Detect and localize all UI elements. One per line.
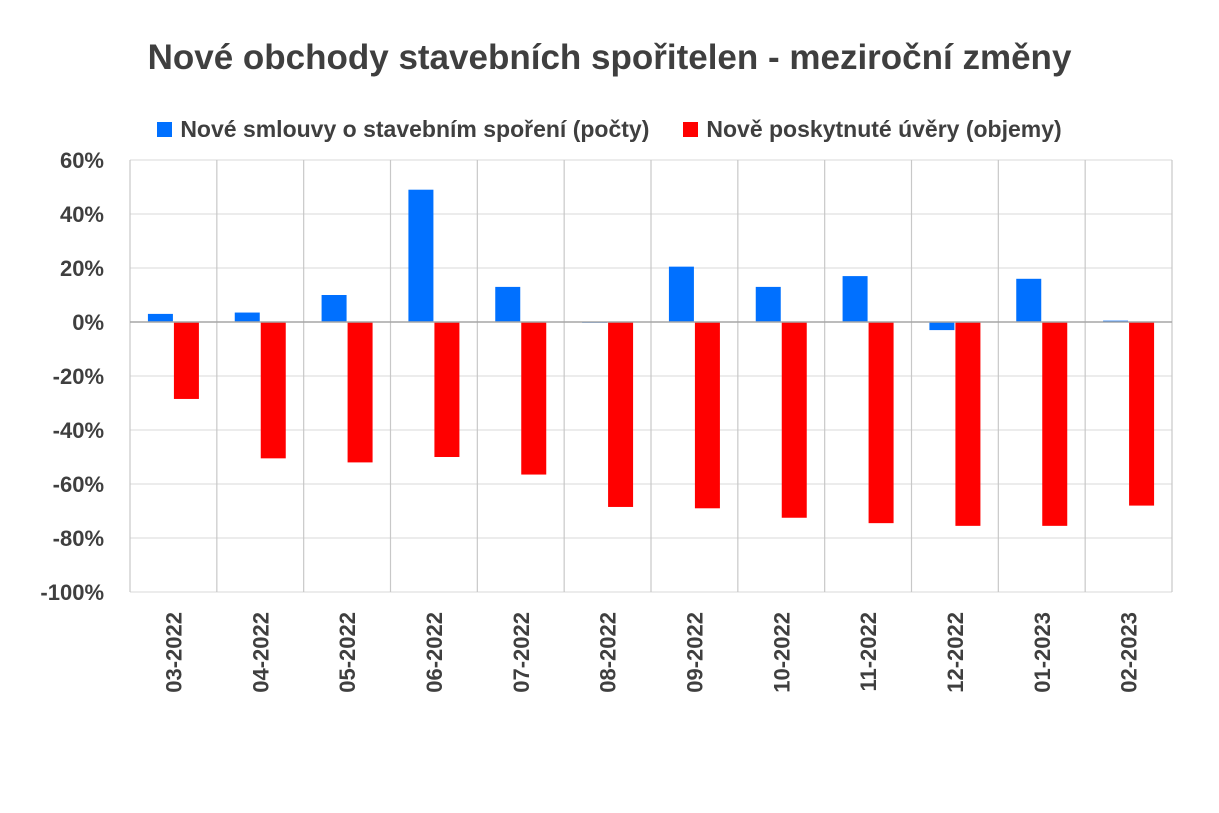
bar-loans [955,322,981,526]
legend-item-contracts: Nové smlouvy o stavebním spoření (počty) [157,116,649,143]
legend: Nové smlouvy o stavebním spoření (počty)… [0,116,1219,143]
bar-loans [1129,322,1155,506]
legend-label-contracts: Nové smlouvy o stavebním spoření (počty) [180,116,650,142]
bar-contracts [234,312,260,322]
bar-contracts [842,276,868,322]
bar-loans [434,322,460,457]
bar-contracts [1016,278,1042,322]
bar-contracts [495,286,521,322]
bar-loans [521,322,547,475]
bar-contracts [668,266,694,322]
legend-swatch-contracts [157,122,173,137]
bar-loans [173,322,199,399]
y-tick-label: -100% [40,580,104,605]
bar-contracts [321,295,347,322]
bar-loans [347,322,373,463]
x-tick-label: 04-2022 [248,612,273,693]
x-tick-label: 09-2022 [682,612,707,693]
y-tick-label: -40% [53,418,104,443]
bar-contracts [147,313,173,322]
bar-contracts [755,286,781,322]
bar-contracts [408,189,434,322]
y-tick-label: 40% [60,202,104,227]
y-tick-label: -60% [53,472,104,497]
bar-loans [1042,322,1068,526]
bar-loans [868,322,894,524]
y-tick-label: 60% [60,148,104,173]
bar-contracts [929,322,955,331]
x-tick-label: 11-2022 [856,612,881,692]
legend-label-loans: Nově poskytnuté úvěry (objemy) [706,116,1062,142]
bar-loans [694,322,720,509]
x-tick-label: 07-2022 [509,612,534,693]
chart-title: Nové obchody stavebních spořitelen - mez… [147,38,1072,77]
x-tick-label: 08-2022 [596,612,621,693]
y-tick-label: 0% [72,310,104,335]
legend-item-loans: Nově poskytnuté úvěry (objemy) [683,116,1062,143]
y-tick-label: -80% [53,526,104,551]
x-tick-label: 03-2022 [161,612,186,693]
x-tick-label: 05-2022 [335,612,360,693]
bar-loans [260,322,286,459]
bar-loans [781,322,807,518]
bar-loans [608,322,634,507]
y-tick-label: 20% [60,256,104,281]
y-tick-label: -20% [53,364,104,389]
x-tick-label: 01-2023 [1030,612,1055,693]
x-tick-label: 06-2022 [422,612,447,693]
x-tick-label: 10-2022 [769,612,794,693]
x-tick-label: 02-2023 [1117,612,1142,693]
legend-swatch-loans [683,122,699,137]
x-tick-label: 12-2022 [943,612,968,693]
